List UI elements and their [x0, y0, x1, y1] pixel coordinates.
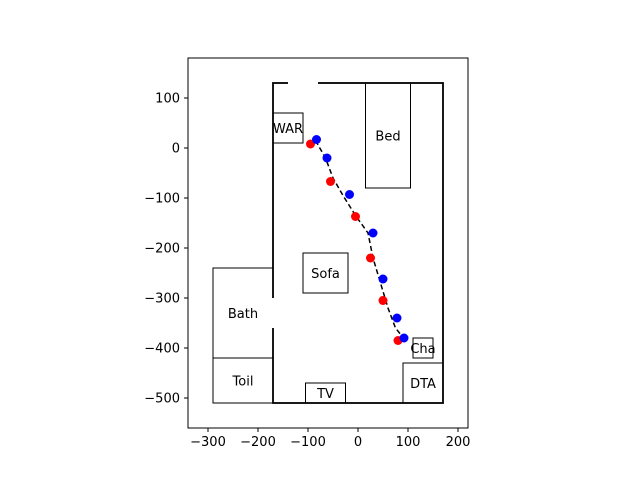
- y-tick-label: −200: [144, 242, 180, 257]
- rooms-layer: WAR Bed Sofa Bath Toil TV Cha DTA: [212, 82, 444, 404]
- room-box-sofa: [302, 252, 349, 294]
- red-point-4: [366, 253, 375, 263]
- red-point-5: [378, 296, 388, 305]
- room-label-bath: Bath: [228, 307, 258, 322]
- x-tick-label: −200: [240, 435, 276, 450]
- x-tick-label: −300: [190, 435, 226, 450]
- room-box-cha: [412, 337, 434, 359]
- room-label-toil: Toil: [232, 375, 254, 390]
- room-label-bed: Bed: [375, 130, 400, 145]
- y-tick-label: 0: [172, 142, 180, 157]
- y-tick-label: 100: [155, 92, 180, 107]
- room-label-dta: DTA: [410, 377, 436, 392]
- blue-point-4: [368, 228, 378, 238]
- blue-point-3: [345, 190, 354, 199]
- room-label-cha: Cha: [410, 342, 435, 357]
- x-tick-label: 200: [446, 435, 471, 450]
- blue-point-6: [392, 313, 402, 323]
- blue-point-1: [312, 135, 321, 144]
- y-tick-label: −300: [144, 292, 180, 307]
- room-label-war: WAR: [273, 122, 303, 137]
- apartment-outline: [271, 81, 444, 404]
- trajectory-path: [314, 140, 407, 341]
- red-point-2: [326, 177, 335, 186]
- y-tick-label: −500: [144, 392, 180, 407]
- x-tick-label: 100: [396, 435, 421, 450]
- trajectory-points: [306, 135, 409, 345]
- y-tick-label: −400: [144, 342, 180, 357]
- x-tick-label: 0: [354, 435, 362, 450]
- x-tick-label: −100: [290, 435, 326, 450]
- y-tick-label: −100: [144, 192, 180, 207]
- red-point-3: [351, 212, 360, 221]
- room-label-sofa: Sofa: [311, 267, 340, 282]
- blue-point-2: [322, 153, 332, 163]
- blue-point-7: [399, 333, 409, 343]
- room-label-tv: TV: [316, 387, 334, 402]
- axes-frame: [187, 57, 469, 429]
- blue-point-5: [378, 274, 388, 284]
- trajectory-line: [314, 140, 407, 341]
- apartment-wall: [272, 82, 444, 404]
- axes: −300 −200 −100 0 100 200 100 0 −100 −200 −300 −400 −…: [144, 57, 471, 450]
